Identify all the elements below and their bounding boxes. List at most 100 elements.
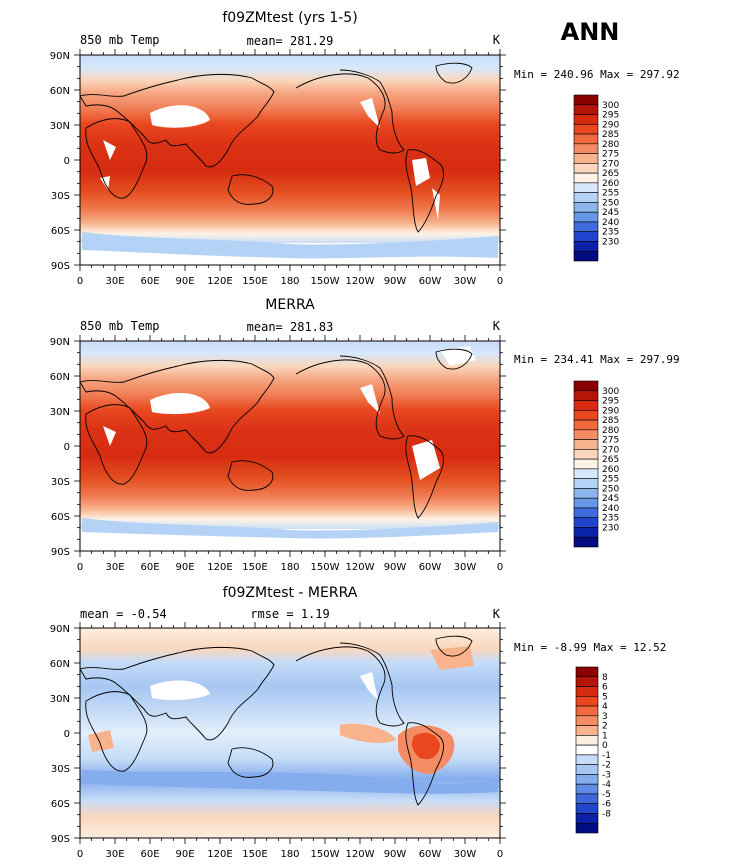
colorbar-box [575, 744, 599, 756]
lat-tick-label: 0 [64, 442, 70, 453]
lon-tick-label: 150W [311, 849, 340, 860]
lat-tick-label: 90S [51, 547, 70, 558]
lon-tick-label: 90W [384, 276, 407, 287]
warm-patch [88, 646, 474, 752]
colorbar-level-label: 295 [602, 397, 619, 407]
colorbar-level-label: 1 [602, 731, 608, 741]
variable-label: 850 mb Temp [80, 33, 159, 47]
land-mask [150, 672, 378, 701]
colorbar-level-label: 245 [602, 494, 619, 504]
map-field [80, 341, 500, 551]
colorbar-level-label: 250 [602, 484, 619, 494]
colorbar-level-label: 285 [602, 416, 619, 426]
colorbar-level-label: 275 [602, 436, 619, 446]
colorbar-level-label: 265 [602, 169, 619, 179]
lon-tick-label: 180 [280, 849, 299, 860]
colorbar-level-label: 6 [602, 683, 608, 693]
colorbar-level-label: 260 [602, 465, 619, 475]
min-max-label: Min = 240.96 Max = 297.92 [514, 68, 680, 81]
colorbar-box [573, 211, 599, 223]
colorbar-level-label: -8 [602, 809, 611, 819]
colorbar-box [575, 783, 599, 795]
colorbar-box [573, 419, 599, 431]
lon-tick-label: 180 [280, 276, 299, 287]
colorbar-box [573, 143, 599, 154]
season-label: ANN [561, 18, 620, 46]
rmse-label: rmse = 1.19 [250, 607, 329, 621]
lat-tick-label: 90S [51, 834, 70, 845]
cool-band [82, 770, 498, 794]
lat-tick-label: 60S [51, 226, 70, 237]
colorbar: 3002952902852802752702652602552502452402… [573, 380, 619, 548]
colorbar-level-label: 3 [602, 712, 608, 722]
colorbar-box [573, 497, 599, 509]
panel-2: MERRA 850 mb Temp mean= 281.83 K 90N 60N… [50, 297, 680, 573]
mean-label: mean= 281.29 [247, 34, 334, 48]
longitude-axis: 0 30E 60E 90E 120E 150E 180 150W 120W 90… [77, 276, 503, 287]
colorbar-box [573, 133, 599, 145]
colorbar: 3002952902852802752702652602552502452402… [573, 94, 619, 262]
colorbar-box [575, 705, 599, 717]
lon-tick-label: 30W [454, 849, 477, 860]
lat-tick-label: 90N [50, 337, 70, 348]
min-max-label: Min = 234.41 Max = 297.99 [514, 353, 680, 366]
lat-tick-label: 30S [51, 764, 70, 775]
colorbar-level-label: 295 [602, 111, 619, 121]
lat-tick-label: 0 [64, 729, 70, 740]
colorbar-box [573, 527, 599, 538]
units-label: K [493, 607, 501, 621]
lon-tick-label: 60E [140, 849, 159, 860]
colorbar-level-label: 230 [602, 523, 619, 533]
units-label: K [493, 33, 501, 47]
colorbar-box [575, 774, 599, 785]
colorbar-box [575, 803, 599, 814]
map-field [80, 55, 500, 265]
colorbar-level-label: 240 [602, 504, 619, 514]
colorbar-box [575, 666, 599, 678]
colorbar-level-label: 285 [602, 130, 619, 140]
coastlines [79, 62, 473, 233]
colorbar-level-label: -2 [602, 761, 611, 771]
colorbar-box [573, 163, 599, 174]
strong-anomaly [412, 732, 440, 760]
lon-tick-label: 150W [311, 562, 340, 573]
colorbar-level-label: 260 [602, 179, 619, 189]
colorbar-level-label: 270 [602, 159, 619, 169]
panel-title: MERRA [265, 297, 315, 313]
lon-tick-label: 60E [140, 562, 159, 573]
colorbar-box [573, 123, 599, 135]
colorbar-box [573, 380, 599, 392]
lon-tick-label: 0 [497, 849, 503, 860]
lon-tick-label: 0 [497, 562, 503, 573]
panel-3: f09ZMtest - MERRA mean = -0.54 rmse = 1.… [50, 585, 667, 860]
lat-tick-label: 90N [50, 624, 70, 635]
lat-tick-label: 60S [51, 512, 70, 523]
min-max-label: Min = -8.99 Max = 12.52 [514, 641, 666, 654]
longitude-axis: 0 30E 60E 90E 120E 150E 180 150W 120W 90… [77, 562, 503, 573]
colorbar-box [573, 114, 599, 125]
lon-tick-label: 150E [242, 562, 267, 573]
lon-tick-label: 150E [242, 849, 267, 860]
lon-tick-label: 30E [105, 849, 124, 860]
lon-tick-label: 0 [77, 276, 83, 287]
lon-tick-label: 150W [311, 276, 340, 287]
colorbar-box [573, 468, 599, 479]
lat-tick-label: 60N [50, 659, 70, 670]
lon-tick-label: 0 [497, 276, 503, 287]
colorbar-level-label: 235 [602, 228, 619, 238]
colorbar-box [573, 409, 599, 421]
colorbar-box [575, 735, 599, 746]
colorbar-level-label: 235 [602, 514, 619, 524]
colorbar-level-label: 8 [602, 673, 608, 683]
lon-tick-label: 60W [419, 849, 442, 860]
lat-tick-label: 0 [64, 156, 70, 167]
colorbar-level-label: 280 [602, 140, 619, 150]
panel-title: f09ZMtest (yrs 1-5) [222, 10, 357, 26]
colorbar-box [573, 458, 599, 470]
colorbar-level-label: 300 [602, 101, 619, 111]
colorbar-level-label: -5 [602, 790, 611, 800]
latitude-axis: 90N 60N 30N 0 30S 60S 90S [50, 624, 70, 845]
coastlines [79, 635, 473, 806]
